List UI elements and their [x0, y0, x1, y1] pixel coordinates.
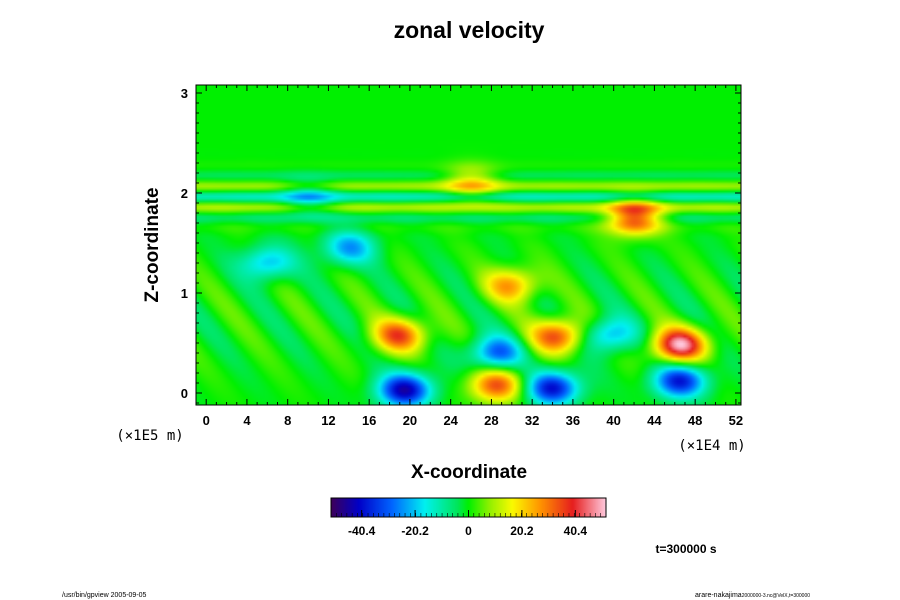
y-tick-label: 0: [181, 386, 188, 401]
chart-title: zonal velocity: [394, 17, 545, 43]
x-axis: 0 4 8 12 16 20 24 28 32 36 40 44 48 52: [203, 85, 743, 428]
x-tick-label: 44: [647, 413, 662, 428]
x-tick-label: 4: [243, 413, 251, 428]
x-tick-label: 16: [362, 413, 376, 428]
colorbar-tick-label: 0: [465, 524, 472, 538]
x-scale-note: (×1E4 m): [678, 438, 745, 454]
colorbar-ticks: -40.4 -20.2 0 20.2 40.4: [335, 510, 602, 538]
x-tick-label: 20: [403, 413, 417, 428]
x-tick-label: 32: [525, 413, 539, 428]
x-tick-label: 48: [688, 413, 702, 428]
colorbar: -40.4 -20.2 0 20.2 40.4: [330, 497, 607, 538]
y-tick-label: 3: [181, 86, 188, 101]
footer-right-main: arare-nakajima: [695, 592, 742, 599]
heatmap-field: [196, 85, 741, 405]
x-tick-label: 12: [321, 413, 335, 428]
colorbar-tick-label: -20.2: [401, 524, 429, 538]
footer-right: arare-nakajima2000000-3.nc@VelX,t=300000: [695, 592, 810, 599]
colorbar-tick-label: 40.4: [564, 524, 588, 538]
y-tick-label: 2: [181, 186, 188, 201]
x-tick-label: 52: [729, 413, 743, 428]
x-tick-label: 40: [606, 413, 620, 428]
y-axis: 0 1 2 3: [181, 86, 741, 401]
minor-ticks: [195, 85, 741, 405]
x-tick-label: 36: [566, 413, 580, 428]
x-axis-label: X-coordinate: [411, 462, 527, 483]
footer-right-small: 2000000-3.nc@VelX,t=300000: [742, 593, 811, 599]
y-scale-note: (×1E5 m): [116, 428, 183, 444]
x-tick-label: 24: [443, 413, 458, 428]
footer-left: /usr/bin/gpview 2005-09-05: [62, 592, 147, 599]
y-axis-label: Z-coordinate: [142, 187, 163, 302]
x-tick-label: 0: [203, 413, 210, 428]
time-label: t=300000 s: [655, 542, 716, 556]
x-tick-label: 8: [284, 413, 291, 428]
colorbar-tick-label: -40.4: [348, 524, 376, 538]
y-tick-label: 1: [181, 286, 188, 301]
plot-frame: [195, 84, 742, 406]
x-tick-label: 28: [484, 413, 498, 428]
colorbar-tick-label: 20.2: [510, 524, 534, 538]
